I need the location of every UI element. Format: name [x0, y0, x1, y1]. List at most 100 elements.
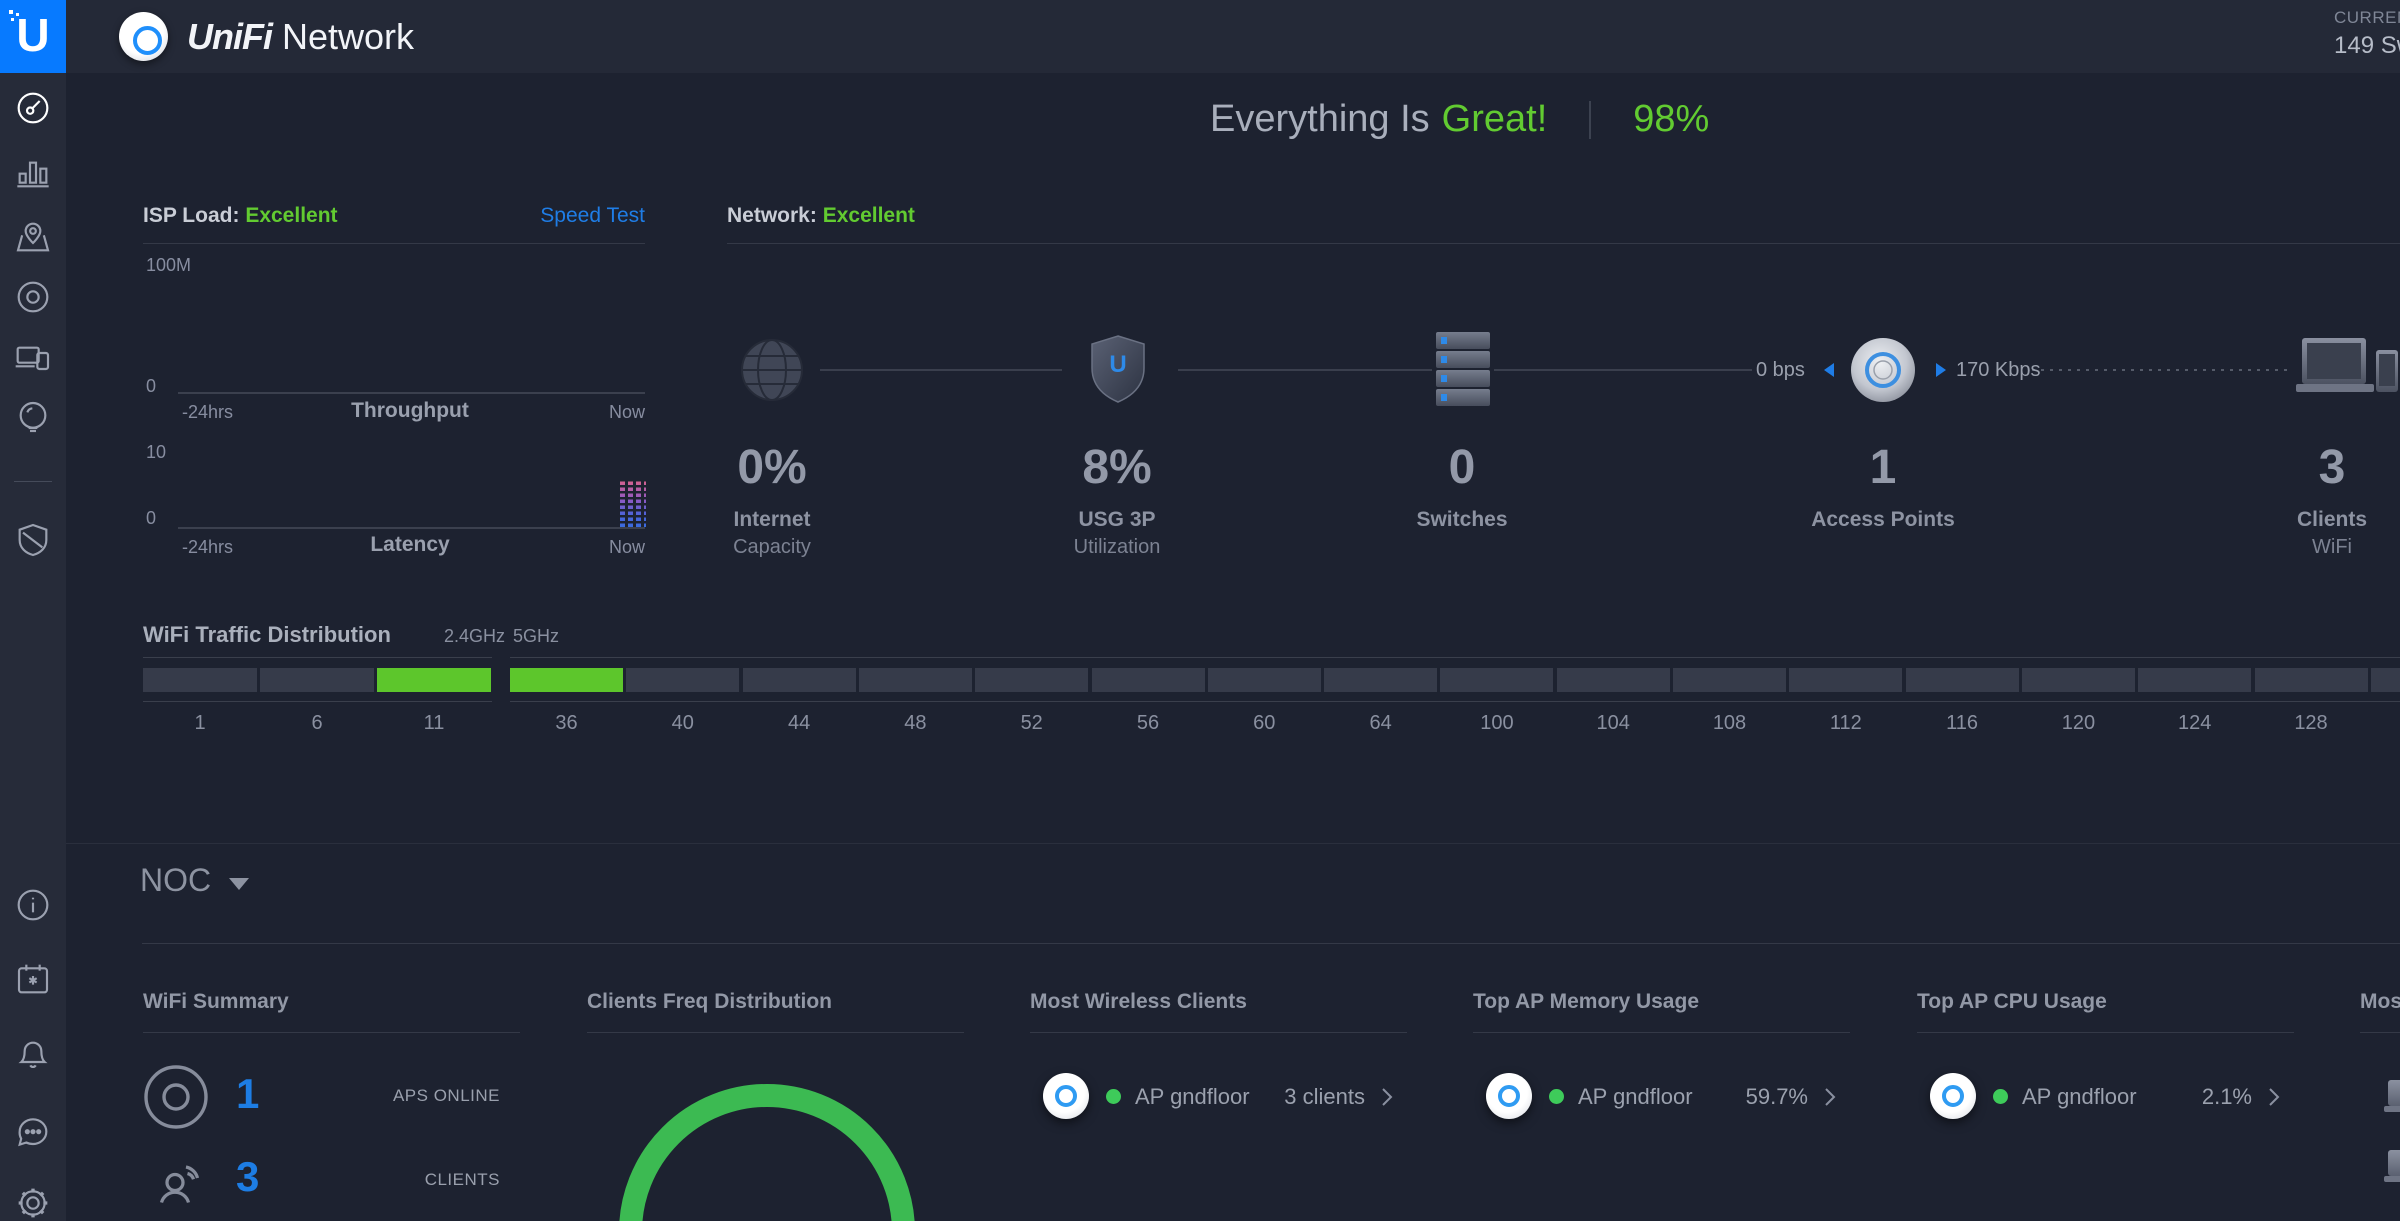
- unifi-ap-logo-icon: [119, 12, 168, 61]
- calendar-star-icon: [17, 964, 49, 994]
- internet-capacity-value: 0%: [737, 441, 807, 494]
- sidebar-item-threat-management[interactable]: [0, 517, 66, 563]
- clients-node-icon[interactable]: [2296, 336, 2400, 402]
- sidebar-divider: [14, 481, 52, 482]
- gear-icon: [18, 1188, 48, 1218]
- top-ap-memory-row[interactable]: AP gndfloor 59.7%: [1473, 1060, 1850, 1132]
- sidebar-item-clients[interactable]: [0, 334, 66, 380]
- top-ap-cpu-row[interactable]: AP gndfloor 2.1%: [1917, 1060, 2294, 1132]
- channel-segment: [2138, 668, 2252, 692]
- internet-sublabel: Capacity: [733, 536, 811, 558]
- channel-segment: [1905, 668, 2019, 692]
- clients-summary-label: CLIENTS: [424, 1170, 500, 1189]
- download-arrow-icon: [1824, 363, 1834, 377]
- channel-segment: [626, 668, 740, 692]
- online-status-dot: [1106, 1089, 1121, 1104]
- channel-label: 112: [1829, 712, 1862, 734]
- device-name: AP gndfloor: [1578, 1084, 1693, 1109]
- channel-segment: [858, 668, 972, 692]
- throughput-xstart: -24hrs: [182, 402, 234, 422]
- current-site-label: CURRENT: [2334, 8, 2400, 27]
- latency-ymin: 0: [146, 508, 157, 528]
- bulb-icon: [19, 401, 47, 433]
- clients-sublabel: WiFi: [2312, 536, 2352, 558]
- ap-upload-rate: 170 Kbps: [1956, 359, 2041, 381]
- channel-segment: [377, 668, 491, 692]
- channel-segment: [1673, 668, 1786, 692]
- sidebar-item-statistics[interactable]: [0, 149, 66, 195]
- health-status-banner: Everything Is Great! 98%: [1210, 98, 1709, 141]
- aps-online-label: APS ONLINE: [392, 1086, 500, 1105]
- channel-segment: [1789, 668, 1903, 692]
- network-title: Network: Excellent: [727, 204, 915, 228]
- sidebar-item-devices[interactable]: [0, 274, 66, 320]
- band-5ghz-label: 5GHz: [513, 626, 560, 646]
- card-underline: [2360, 1032, 2400, 1033]
- band5-top-line: [510, 657, 2400, 658]
- switch-icon[interactable]: [1434, 330, 1492, 410]
- channel-label: 1: [194, 712, 206, 734]
- shield-slash-icon: [18, 523, 48, 557]
- channel-label: 52: [1020, 712, 1043, 734]
- card-title-wifi-summary: WiFi Summary: [143, 990, 289, 1013]
- speed-test-link[interactable]: Speed Test: [540, 204, 645, 227]
- chevron-right-icon[interactable]: [2262, 1085, 2286, 1114]
- usg-sublabel: Utilization: [1073, 536, 1161, 558]
- band24-top-line: [143, 657, 492, 658]
- sidebar-item-map[interactable]: [0, 214, 66, 260]
- sidebar-item-events[interactable]: [0, 956, 66, 1002]
- channel-segment: [1091, 668, 1205, 692]
- most-wireless-clients-row[interactable]: AP gndfloor 3 clients: [1030, 1060, 1407, 1132]
- wifi-traffic-title: WiFi Traffic Distribution: [143, 622, 391, 647]
- latency-xstart: -24hrs: [182, 537, 234, 557]
- noc-title: NOC: [140, 862, 212, 898]
- channel-segment: [975, 668, 1089, 692]
- card-title-truncated: Mos: [2360, 990, 2400, 1013]
- sidebar-item-insights[interactable]: [0, 394, 66, 440]
- page-title: UniFi Network: [187, 16, 414, 58]
- device-metric: 59.7%: [1745, 1084, 1808, 1109]
- sidebar-item-settings[interactable]: [0, 1180, 66, 1221]
- bar-chart-icon: [17, 161, 49, 188]
- channel-segment: [742, 668, 856, 692]
- usg-shield-icon[interactable]: U: [1088, 334, 1148, 404]
- card-title-top-ap-cpu: Top AP CPU Usage: [1917, 990, 2107, 1013]
- noc-section-dropdown[interactable]: NOC: [140, 862, 250, 899]
- card-underline: [143, 1032, 520, 1033]
- logo-pixels-decoration: [9, 10, 23, 24]
- internet-label: Internet: [733, 508, 811, 531]
- sidebar-item-chat[interactable]: [0, 1109, 66, 1155]
- channel-segment: [510, 668, 623, 692]
- status-separator: [1589, 100, 1592, 139]
- globe-icon[interactable]: [740, 338, 804, 402]
- noc-top-divider: [66, 843, 2400, 844]
- channel-label: 40: [671, 712, 694, 734]
- access-point-icon: [17, 281, 49, 313]
- channel-segment: [143, 668, 257, 692]
- product-name-bold: UniFi: [187, 16, 273, 57]
- sidebar-item-dashboard[interactable]: [0, 85, 66, 131]
- ubiquiti-logo[interactable]: U: [0, 0, 66, 73]
- connector-gateway-switches: [1178, 369, 1432, 371]
- access-point-device-icon[interactable]: [1849, 336, 1917, 404]
- card-title-most-wireless-clients: Most Wireless Clients: [1030, 990, 1247, 1013]
- throughput-ymax: 100M: [146, 255, 192, 275]
- channel-segment: [1440, 668, 1554, 692]
- ap-device-icon: [1043, 1073, 1089, 1119]
- connector-internet-gateway: [820, 369, 1062, 371]
- sidebar-item-info[interactable]: [0, 882, 66, 928]
- connector-ap-clients: [2032, 369, 2288, 371]
- ap-download-rate: 0 bps: [1756, 359, 1805, 381]
- latency-axis: [178, 527, 645, 529]
- clients-devices-icon: [15, 346, 50, 371]
- chevron-down-icon: [229, 877, 250, 890]
- sidebar-item-alerts[interactable]: [0, 1029, 66, 1075]
- chevron-right-icon[interactable]: [1818, 1085, 1842, 1114]
- channel-label: 100: [1480, 712, 1514, 734]
- current-site-selector[interactable]: CURRENT 149 Sw: [2334, 8, 2400, 60]
- chevron-right-icon[interactable]: [1375, 1085, 1399, 1114]
- info-icon: [17, 889, 49, 921]
- throughput-caption: Throughput: [351, 399, 469, 422]
- clients-count: 3: [2318, 441, 2346, 494]
- current-site-value: 149 Sw: [2334, 32, 2400, 59]
